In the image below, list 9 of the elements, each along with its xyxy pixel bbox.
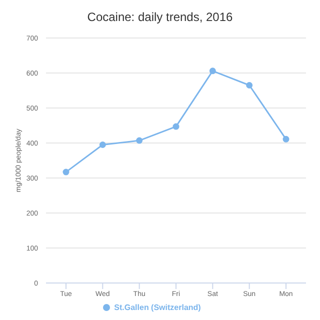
point	[209, 68, 216, 74]
point	[282, 136, 290, 142]
legend-label: St.Gallen (Switzerland)	[114, 303, 201, 312]
point	[62, 168, 70, 176]
point	[99, 142, 106, 148]
chart-title: Cocaine: daily trends, 2016	[86, 9, 234, 26]
point	[246, 82, 253, 88]
point	[172, 123, 180, 130]
point	[136, 137, 143, 144]
